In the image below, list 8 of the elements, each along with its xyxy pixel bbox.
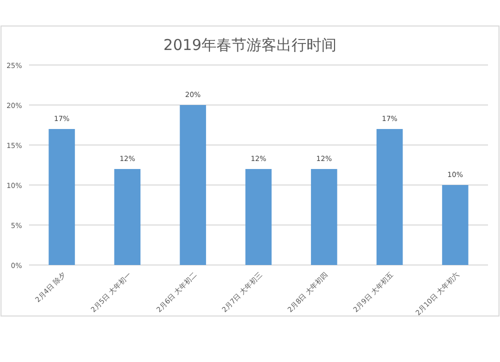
bar (180, 105, 206, 265)
bar (114, 169, 140, 265)
bar (310, 169, 338, 265)
bar (442, 185, 468, 265)
chart-title: 2019年春节游客出行时间 (163, 36, 337, 54)
bar (376, 129, 403, 265)
bar (245, 169, 272, 265)
bar (48, 129, 75, 265)
